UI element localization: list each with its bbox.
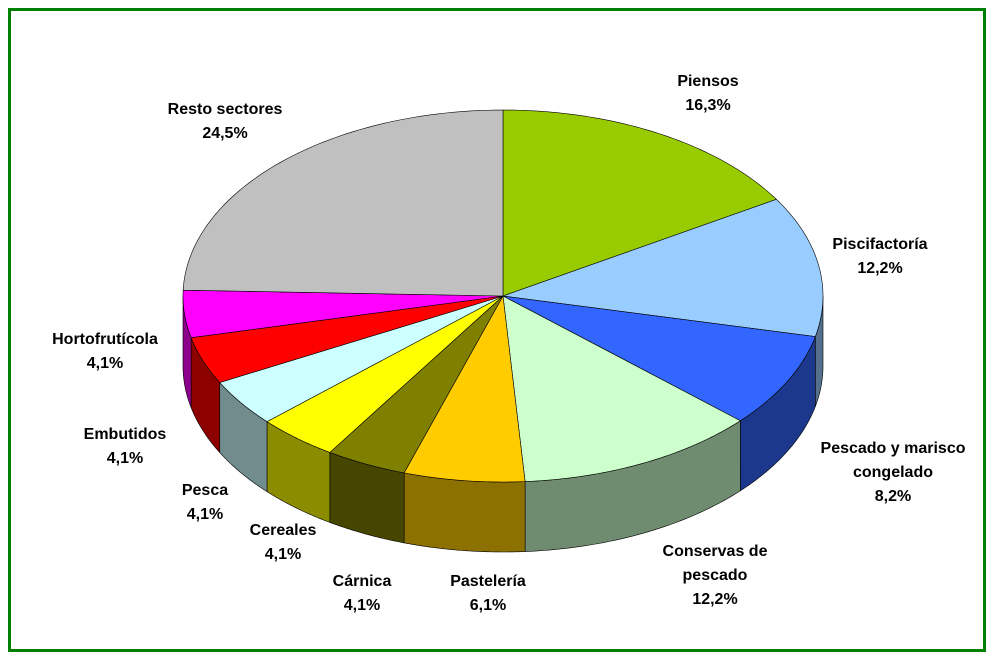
value-label: 4,1% [264, 546, 302, 563]
value-label: 6,1% [469, 597, 507, 614]
slice [190, 295, 504, 383]
value-label: 4,1% [106, 450, 144, 467]
slice [182, 109, 504, 297]
slice-label: Cárnica 4,1% [307, 570, 417, 618]
category-label: Piensos [677, 73, 739, 90]
value-label: 4,1% [86, 355, 124, 372]
category-label: Pescado y marisco congelado [820, 440, 966, 481]
category-label: Cereales [249, 522, 317, 539]
slice-label: Embutidos 4,1% [60, 423, 190, 471]
slice [502, 295, 741, 482]
category-label: Resto sectores [167, 101, 283, 118]
slice-label: Cereales 4,1% [228, 519, 338, 567]
slice [219, 295, 504, 422]
value-label: 4,1% [343, 597, 381, 614]
slice-label: Piscifactoría 12,2% [800, 233, 960, 281]
slice [502, 109, 777, 297]
category-label: Cárnica [332, 573, 392, 590]
value-label: 24,5% [202, 125, 248, 142]
category-label: Hortofrutícola [52, 331, 158, 348]
slice-label: Resto sectores 24,5% [135, 98, 315, 146]
value-label: 16,3% [685, 97, 731, 114]
category-label: Embutidos [83, 426, 167, 443]
slice-label: Conservas de pescado 12,2% [640, 540, 790, 612]
slice-label: Pesca 4,1% [150, 479, 260, 527]
value-label: 12,2% [692, 591, 738, 608]
category-label: Piscifactoría [832, 236, 928, 253]
slice [182, 289, 504, 339]
value-label: 8,2% [874, 488, 912, 505]
slice [502, 295, 816, 422]
slice-label: Pastelería 6,1% [423, 570, 553, 618]
slice [329, 295, 504, 474]
slice-label: Pescado y marisco congelado 8,2% [793, 437, 993, 509]
slice-side [403, 472, 526, 553]
category-label: Pastelería [450, 573, 526, 590]
chart-frame [8, 8, 986, 652]
slice-label: Piensos 16,3% [638, 70, 778, 118]
category-label: Conservas de pescado [662, 543, 768, 584]
slice [502, 198, 824, 337]
category-label: Pesca [181, 482, 229, 499]
slice [403, 295, 526, 483]
value-label: 12,2% [857, 260, 903, 277]
slice [266, 295, 504, 453]
value-label: 4,1% [186, 506, 224, 523]
slice-label: Hortofrutícola 4,1% [30, 328, 180, 376]
